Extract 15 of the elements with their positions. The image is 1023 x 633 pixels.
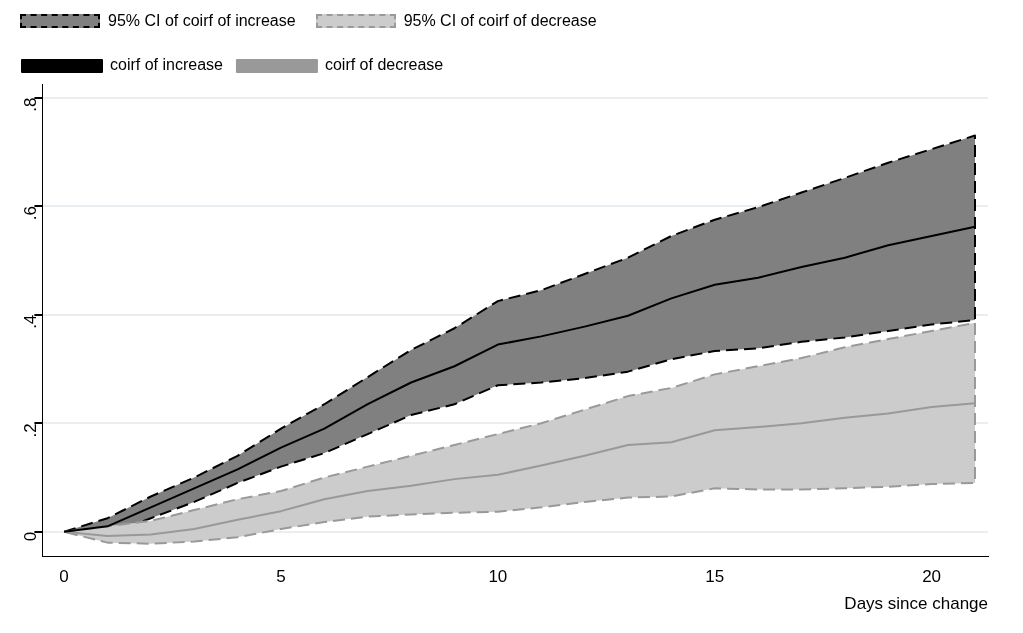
y-tick-label: .8	[21, 97, 41, 112]
x-tick-label: 15	[705, 567, 725, 587]
x-tick-label: 20	[922, 567, 942, 587]
text: 95% CI of coirf of decrease	[403, 12, 597, 30]
x-tick-label: 0	[59, 567, 69, 587]
x-axis-title: Days since change	[844, 594, 988, 614]
y-tick-label: 0	[21, 531, 41, 542]
y-tick-label: .2	[21, 423, 41, 438]
x-tick-label: 5	[276, 567, 286, 587]
y-tick-label: .4	[21, 314, 41, 329]
text: 95% CI of coirf of increase	[108, 12, 296, 30]
legend-label: coirf of decrease	[324, 56, 444, 74]
y-tick-label: .6	[21, 206, 41, 221]
legend-label: coirf of increase	[110, 56, 224, 74]
x-tick-label: 10	[488, 567, 508, 587]
